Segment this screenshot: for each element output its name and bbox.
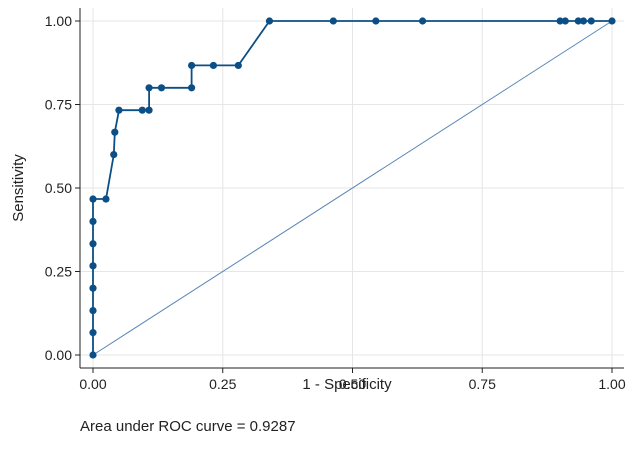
roc-point [89,195,97,203]
roc-point [89,306,97,315]
roc-point [188,61,196,70]
roc-point [265,17,274,25]
x-tick-label: 0.00 [79,376,106,392]
roc-point [138,106,146,114]
roc-point [372,17,380,25]
roc-point [102,195,110,203]
axes: 0.00 0.25 0.50 0.75 1.00 0.00 0.25 0.50 0.75 1.00 [45,8,626,392]
roc-point [89,284,97,292]
roc-point [418,17,427,25]
roc-point [89,351,97,359]
roc-point [145,84,153,92]
x-tick-label: 0.25 [209,376,236,392]
x-tick-label: 1.00 [598,376,625,392]
roc-point [89,262,97,270]
y-tick-label: 0.75 [45,97,72,113]
roc-point [329,17,337,25]
roc-point [145,106,153,114]
reference-line [92,20,613,356]
y-tick-label: 0.50 [45,180,72,196]
roc-point [111,128,119,136]
plot-area [89,17,616,359]
y-axis-title: Sensitivity [10,154,27,222]
y-tick-label: 1.00 [45,13,72,29]
roc-point [574,17,582,25]
roc-point [157,84,166,92]
roc-point [587,17,595,25]
roc-point [89,240,97,248]
roc-point [89,329,97,337]
y-tick-label: 0.00 [45,347,72,363]
roc-point [234,61,242,70]
x-axis-title: 1 - Specificity [302,376,392,393]
x-tick-label: 0.50 [339,376,366,392]
y-tick-label: 0.25 [45,264,72,280]
roc-point [188,84,196,92]
roc-point [608,17,616,25]
roc-point [561,17,569,25]
roc-point [115,106,123,114]
roc-point [110,151,118,159]
x-tick-label: 0.75 [469,376,496,392]
roc-point [209,61,218,70]
auc-annotation: Area under ROC curve = 0.9287 [80,418,296,435]
roc-point [89,217,97,225]
roc-point [579,17,588,25]
roc-point [556,17,564,25]
